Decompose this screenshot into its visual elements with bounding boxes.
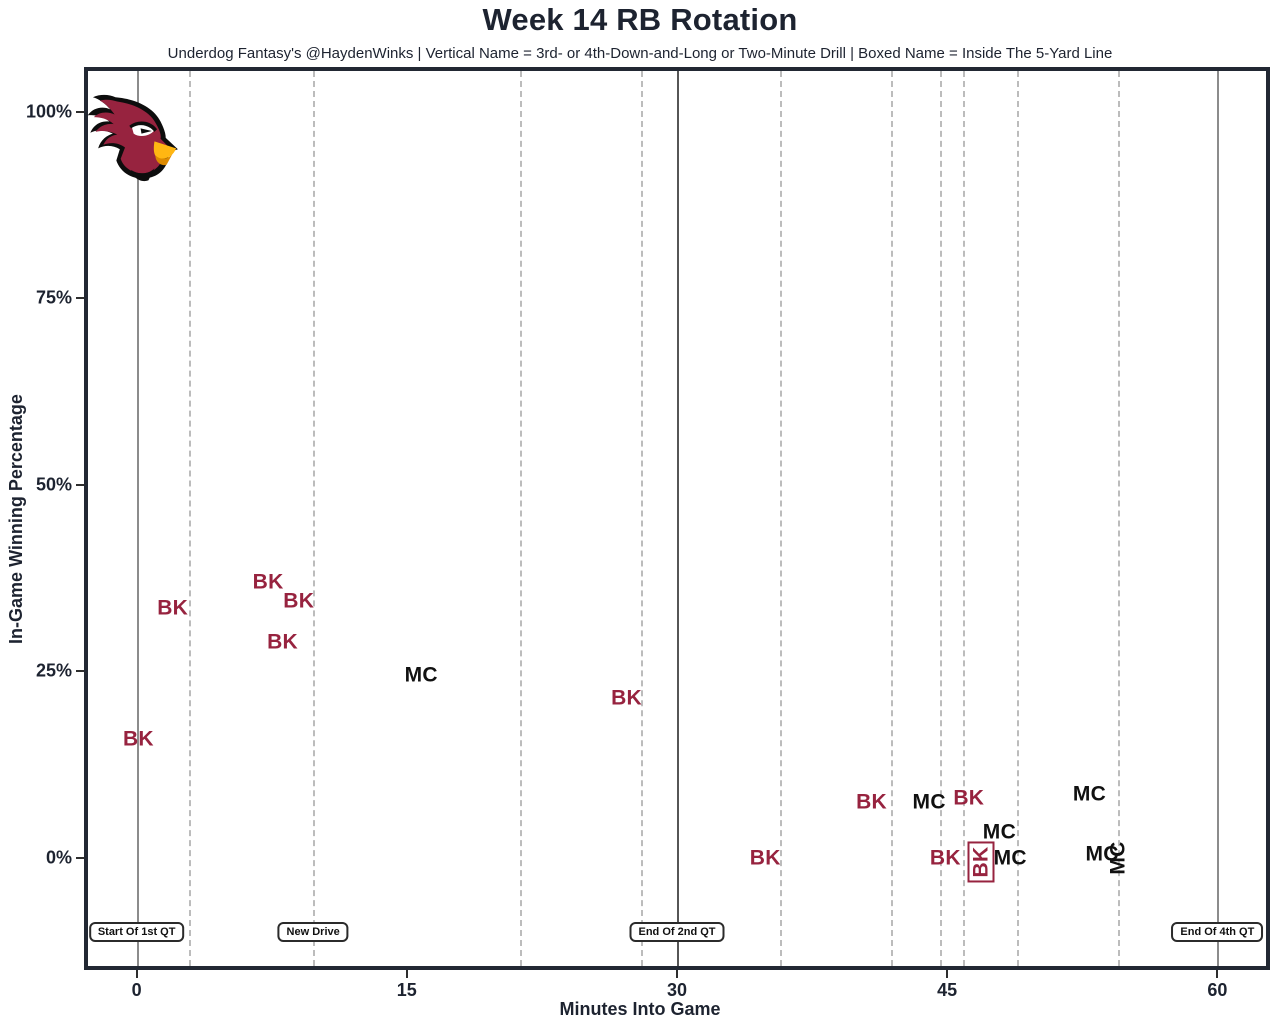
annotation-box: End Of 2nd QT <box>629 922 725 943</box>
y-tick-mark <box>76 670 84 673</box>
quarter-line <box>136 71 139 966</box>
data-point-bk: BK <box>157 596 189 620</box>
x-tick-label: 30 <box>666 980 688 1000</box>
new-drive-line <box>1017 71 1020 966</box>
data-point-mc: MC <box>1085 842 1119 866</box>
annotation-box: New Drive <box>277 922 349 943</box>
chart-title: Week 14 RB Rotation <box>482 2 798 37</box>
x-tick-mark <box>405 970 408 978</box>
y-tick-mark <box>76 297 84 300</box>
new-drive-line <box>939 71 942 966</box>
x-tick-label: 0 <box>131 980 142 1000</box>
new-drive-line <box>188 71 191 966</box>
chart-subtitle: Underdog Fantasy's @HaydenWinks | Vertic… <box>167 45 1113 62</box>
data-point-mc: MC <box>982 820 1017 844</box>
y-tick-mark <box>76 483 84 486</box>
y-tick-label: 100% <box>25 101 72 122</box>
annotation-box: Start Of 1st QT <box>88 922 185 943</box>
data-point-bk: BK <box>953 786 985 810</box>
data-point-bk: BK <box>929 846 961 870</box>
x-tick-mark <box>135 970 138 978</box>
data-point-mc: MC <box>1106 841 1130 875</box>
arizona-cardinals-logo <box>87 94 178 182</box>
data-point-mc: MC <box>912 790 946 814</box>
annotation-box: End Of 4th QT <box>1171 922 1264 943</box>
data-point-bk: BK <box>967 841 995 883</box>
y-tick-mark <box>76 856 84 859</box>
x-tick-mark <box>1216 970 1219 978</box>
data-point-bk: BK <box>856 790 887 814</box>
x-axis-title: Minutes Into Game <box>559 999 721 1019</box>
new-drive-line <box>313 71 316 966</box>
x-tick-label: 60 <box>1207 980 1228 1000</box>
data-point-bk: BK <box>252 570 284 594</box>
data-point-bk: BK <box>611 686 643 709</box>
quarter-line <box>677 71 679 966</box>
x-tick-label: 45 <box>937 980 958 1000</box>
new-drive-line <box>1118 71 1121 966</box>
x-tick-label: 15 <box>396 980 417 1000</box>
y-tick-label: 25% <box>35 660 72 681</box>
data-point-mc: MC <box>993 846 1027 870</box>
data-point-bk: BK <box>283 589 315 613</box>
data-point-mc: MC <box>404 663 438 687</box>
data-point-mc: MC <box>1072 782 1107 806</box>
y-tick-label: 50% <box>35 474 72 495</box>
new-drive-line <box>640 71 643 966</box>
new-drive-line <box>520 71 523 966</box>
data-point-bk: BK <box>122 727 154 751</box>
y-tick-mark <box>76 111 84 114</box>
new-drive-line <box>891 71 894 966</box>
data-point-bk: BK <box>749 846 781 870</box>
y-axis-title: In-Game Winning Percentage <box>6 394 26 644</box>
quarter-line <box>1217 71 1220 966</box>
new-drive-line <box>963 71 966 966</box>
x-tick-mark <box>676 970 678 978</box>
new-drive-line <box>779 71 782 966</box>
x-tick-mark <box>946 970 949 978</box>
y-tick-label: 0% <box>45 847 72 868</box>
y-tick-label: 75% <box>35 287 72 308</box>
data-point-bk: BK <box>267 630 298 654</box>
